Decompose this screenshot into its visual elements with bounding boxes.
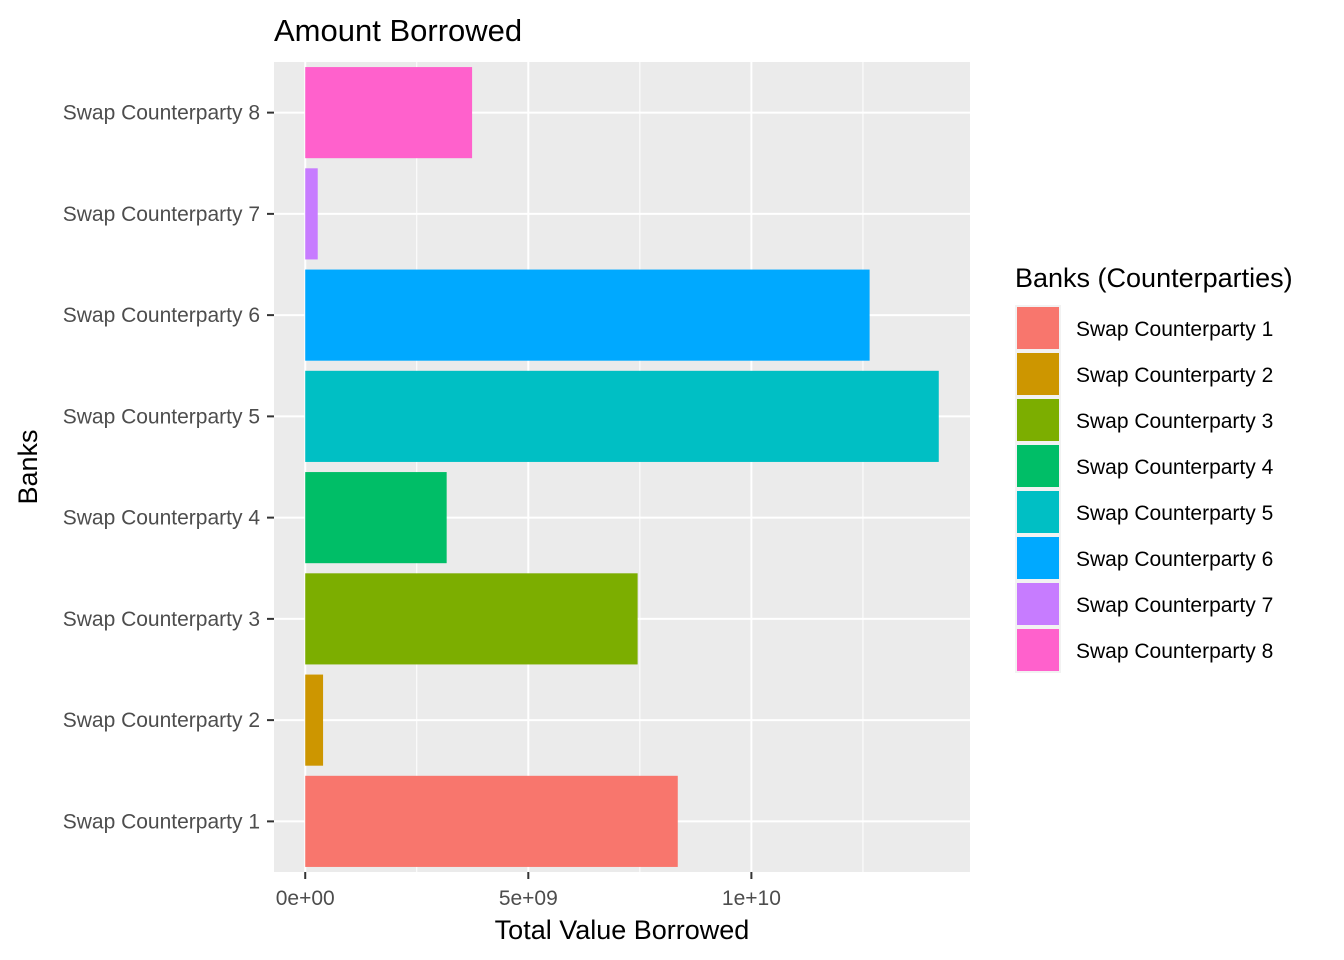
bar-4 [305,472,447,564]
legend-label-3: Swap Counterparty 3 [1076,410,1273,433]
bar-6 [305,269,870,361]
bars [305,67,939,867]
y-tick-label: Swap Counterparty 5 [63,405,260,428]
y-tick-label: Swap Counterparty 3 [63,608,260,631]
y-tick-label: Swap Counterparty 1 [63,810,260,833]
y-tick-label: Swap Counterparty 4 [63,507,261,530]
legend-swatch-4 [1017,445,1059,487]
bar-3 [305,573,638,665]
legend-swatch-8 [1017,629,1059,671]
y-axis-title: Banks [13,429,43,504]
legend-label-4: Swap Counterparty 4 [1076,456,1274,479]
x-axis-ticks: 0e+00 5e+09 1e+10 [276,872,781,910]
legend-label-5: Swap Counterparty 5 [1076,502,1273,525]
bar-2 [305,674,324,766]
bar-5 [305,370,939,462]
y-tick-label: Swap Counterparty 6 [63,304,260,327]
legend-swatch-5 [1017,491,1059,533]
y-tick-label: Swap Counterparty 2 [63,709,260,732]
y-tick-label: Swap Counterparty 8 [63,102,260,125]
legend-swatch-7 [1017,583,1059,625]
y-tick-label: Swap Counterparty 7 [63,203,260,226]
x-axis-title: Total Value Borrowed [495,915,750,945]
plot-panel [274,62,970,872]
x-tick-label: 1e+10 [722,887,781,910]
bar-8 [305,67,473,159]
x-tick-label: 5e+09 [499,887,558,910]
bar-7 [305,168,318,260]
legend-label-1: Swap Counterparty 1 [1076,318,1273,341]
legend-label-6: Swap Counterparty 6 [1076,548,1273,571]
legend-label-7: Swap Counterparty 7 [1076,594,1273,617]
legend: Banks (Counterparties) Swap Counterparty… [1015,263,1293,673]
legend-swatch-6 [1017,537,1059,579]
y-axis-ticks: Swap Counterparty 1 Swap Counterparty 2 Sw… [63,102,274,833]
legend-items: Swap Counterparty 1 Swap Counterparty 2 Sw… [1015,305,1274,673]
bar-1 [305,775,678,867]
chart-title: Amount Borrowed [274,13,522,48]
legend-swatch-1 [1017,307,1059,349]
x-tick-label: 0e+00 [276,887,335,910]
legend-swatch-2 [1017,353,1059,395]
legend-label-8: Swap Counterparty 8 [1076,640,1273,663]
legend-label-2: Swap Counterparty 2 [1076,364,1273,387]
legend-swatch-3 [1017,399,1059,441]
legend-title: Banks (Counterparties) [1015,263,1293,293]
